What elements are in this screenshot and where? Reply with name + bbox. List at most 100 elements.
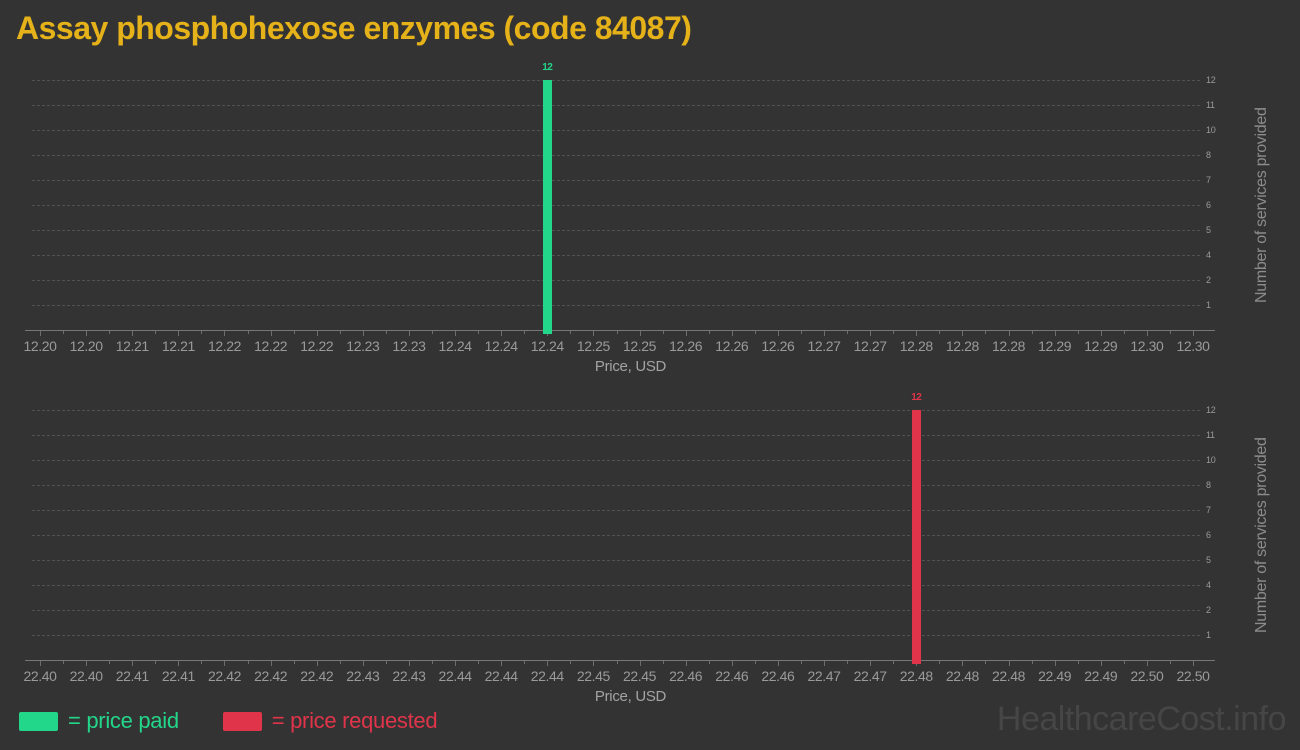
minor-tick (939, 661, 941, 664)
minor-tick (570, 661, 572, 664)
major-tick (40, 661, 41, 666)
major-tick (777, 331, 779, 336)
major-tick (1146, 661, 1148, 666)
x-tick-label: 22.42 (300, 668, 334, 684)
price-paid-swatch (19, 711, 58, 731)
minor-tick (847, 661, 849, 664)
gridline (32, 230, 1200, 231)
major-tick (962, 661, 964, 666)
legend-item-price-requested: = price requested (222, 708, 438, 734)
chart-price-paid: 1 2 4 5 6 7 8 10 11 12 12.20 12.20 12.21 12.21 12.22 12… (0, 55, 1300, 385)
x-tick-label: 12.28 (991, 338, 1026, 354)
x-tick-label: 22.46 (669, 668, 703, 684)
gridline (32, 155, 1200, 156)
minor-tick (616, 331, 618, 334)
major-tick (178, 661, 180, 666)
y-tick-label: 10 (1206, 125, 1216, 135)
major-tick (639, 331, 641, 336)
major-tick (86, 331, 88, 336)
major-tick (962, 331, 964, 336)
minor-tick (432, 331, 434, 334)
x-tick-label: 12.26 (715, 338, 749, 354)
major-tick (685, 331, 687, 336)
gridline (32, 485, 1200, 486)
x-tick-label: 12.20 (69, 338, 103, 354)
y-tick-label: 2 (1206, 275, 1211, 285)
minor-tick (1077, 661, 1079, 664)
major-tick (132, 331, 134, 336)
minor-tick (1031, 331, 1033, 334)
x-tick-label: 12.22 (207, 338, 241, 354)
y-axis-title: Number of services provided (1253, 437, 1270, 633)
x-tick-label: 12.27 (853, 338, 887, 354)
minor-tick (201, 661, 203, 664)
gridline (32, 205, 1200, 206)
gridline (32, 130, 1200, 131)
gridline (32, 535, 1200, 536)
y-tick-label: 11 (1206, 100, 1215, 110)
x-tick-label: 22.50 (1176, 668, 1210, 684)
minor-tick (1031, 661, 1033, 664)
x-tick-label: 22.48 (945, 668, 979, 684)
x-tick-label: 12.29 (1038, 338, 1072, 354)
minor-tick (247, 331, 249, 334)
y-tick-label: 10 (1206, 455, 1216, 465)
major-tick (1054, 661, 1056, 666)
major-tick (224, 331, 226, 336)
x-tick-label: 22.42 (254, 668, 288, 684)
x-tick-label: 22.48 (899, 668, 933, 684)
major-tick (455, 331, 457, 336)
y-tick-label: 2 (1206, 605, 1211, 615)
major-tick (224, 661, 226, 666)
x-tick-label: 22.45 (623, 668, 657, 684)
minor-tick (616, 661, 618, 664)
x-tick-label: 12.22 (300, 338, 334, 354)
x-tick-label: 22.45 (576, 668, 610, 684)
minor-tick (1123, 661, 1125, 664)
x-tick-label: 22.46 (761, 668, 795, 684)
x-tick-label: 12.23 (346, 338, 380, 354)
minor-tick (708, 661, 710, 664)
minor-tick (478, 661, 480, 664)
major-tick (501, 661, 503, 666)
minor-tick (109, 331, 111, 334)
x-tick-label: 22.49 (1084, 668, 1118, 684)
minor-tick (1077, 331, 1079, 334)
x-tick-label: 22.43 (392, 668, 426, 684)
major-tick (685, 661, 687, 666)
gridline (32, 560, 1200, 561)
watermark: HealthcareCost.info (996, 700, 1287, 738)
major-tick (1008, 331, 1010, 336)
minor-tick (155, 661, 157, 664)
minor-tick (800, 331, 802, 334)
x-tick-label: 12.23 (392, 338, 426, 354)
x-tick-label: 22.40 (23, 668, 57, 684)
y-tick-label: 4 (1206, 580, 1211, 590)
x-axis-title: Price, USD (594, 688, 667, 705)
y-tick-label: 12 (1206, 405, 1216, 415)
x-tick-label: 12.25 (623, 338, 657, 354)
bar-price-requested (911, 410, 921, 664)
x-tick-label: 22.42 (207, 668, 241, 684)
x-tick-label: 12.28 (899, 338, 933, 354)
major-tick (916, 331, 918, 336)
gridline (32, 460, 1200, 461)
major-tick (639, 661, 641, 666)
minor-tick (524, 661, 526, 664)
major-tick (731, 661, 733, 666)
major-tick (408, 331, 410, 336)
major-tick (408, 661, 410, 666)
gridline (32, 510, 1200, 511)
major-tick (362, 331, 364, 336)
x-tick-label: 12.26 (761, 338, 795, 354)
x-tick-label: 22.41 (161, 668, 195, 684)
major-tick (501, 331, 503, 336)
major-tick (316, 661, 318, 666)
x-tick-label: 12.29 (1084, 338, 1118, 354)
legend-label-price-requested: = price requested (271, 708, 438, 733)
minor-tick (247, 661, 249, 664)
x-tick-label: 12.24 (438, 338, 472, 354)
major-tick (824, 331, 826, 336)
x-tick-label: 22.43 (346, 668, 380, 684)
major-tick (1193, 661, 1194, 666)
